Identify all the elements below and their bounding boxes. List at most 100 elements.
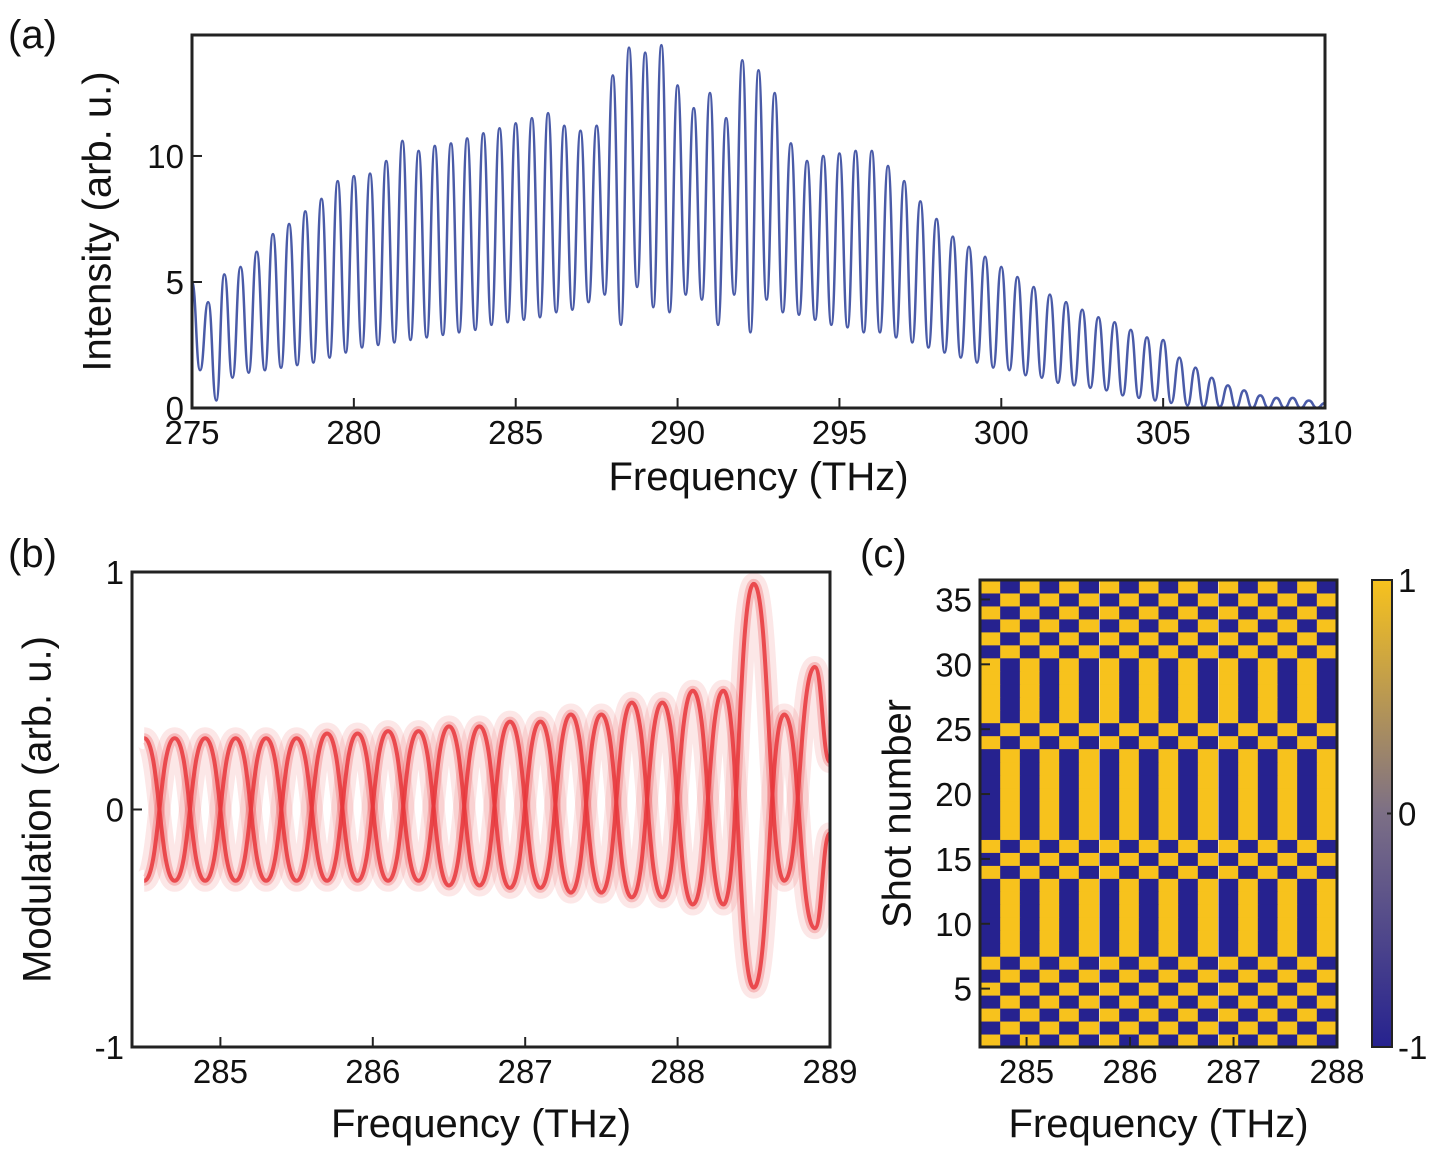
heatmap-cell: [1119, 943, 1140, 957]
heatmap-cell: [1277, 891, 1298, 905]
heatmap-cell: [1138, 1021, 1159, 1035]
x-tick-label: 285: [488, 414, 543, 451]
heatmap-cell: [1039, 878, 1060, 892]
heatmap-cell: [1257, 891, 1278, 905]
heatmap-cell: [1238, 631, 1259, 646]
heatmap-cell: [1138, 1008, 1159, 1022]
heatmap-cell: [1197, 878, 1218, 892]
heatmap-cell: [1197, 605, 1218, 620]
heatmap-cell: [1218, 580, 1239, 594]
heatmap-cell: [1059, 865, 1080, 879]
heatmap-cell: [1119, 696, 1140, 711]
heatmap-cell: [980, 813, 1001, 827]
heatmap-cell: [1119, 1021, 1140, 1035]
heatmap-cell: [1039, 930, 1060, 944]
heatmap-cell: [980, 943, 1001, 957]
heatmap-cell: [1078, 1008, 1099, 1022]
heatmap-cell: [1078, 917, 1099, 931]
heatmap-cell: [1158, 761, 1179, 776]
heatmap-cell: [1059, 787, 1080, 802]
series-line: [192, 43, 1325, 408]
heatmap-cell: [1197, 580, 1218, 594]
heatmap-cell: [1316, 618, 1337, 633]
heatmap-cell: [980, 956, 1001, 970]
heatmap-cell: [1297, 1034, 1318, 1047]
heatmap-cell: [1099, 943, 1120, 957]
heatmap-cell: [980, 631, 1001, 646]
heatmap-cell: [1178, 696, 1199, 711]
heatmap-cell: [1158, 1008, 1179, 1022]
heatmap-cell: [1000, 878, 1021, 892]
heatmap-cell: [1039, 969, 1060, 983]
heatmap-cell: [1297, 1008, 1318, 1022]
heatmap-cell: [1078, 995, 1099, 1009]
heatmap-cell: [1178, 670, 1199, 685]
heatmap-cell: [1257, 592, 1278, 607]
x-tick-label: 289: [802, 1053, 857, 1090]
heatmap-cell: [980, 1021, 1001, 1035]
heatmap-cell: [1197, 761, 1218, 776]
heatmap-cell: [1197, 826, 1218, 840]
heatmap-cell: [1039, 748, 1060, 763]
heatmap-cell: [1218, 917, 1239, 931]
heatmap-cell: [980, 683, 1001, 698]
heatmap-cell: [1158, 1034, 1179, 1047]
heatmap-cell: [1039, 580, 1060, 594]
heatmap-cell: [1119, 878, 1140, 892]
heatmap-cell: [1138, 865, 1159, 879]
heatmap-cell: [1218, 865, 1239, 879]
heatmap-cell: [1316, 800, 1337, 814]
heatmap-cell: [1078, 982, 1099, 996]
heatmap-cell: [1000, 580, 1021, 594]
heatmap-cell: [1099, 969, 1120, 983]
heatmap-cell: [1078, 657, 1099, 672]
heatmap-cell: [1277, 631, 1298, 646]
heatmap-cell: [1297, 956, 1318, 970]
heatmap-cell: [980, 787, 1001, 802]
heatmap-cell: [1039, 956, 1060, 970]
heatmap-cell: [1099, 826, 1120, 840]
heatmap-cell: [1019, 787, 1040, 802]
heatmap-cell: [1277, 917, 1298, 931]
heatmap-cell: [980, 1008, 1001, 1022]
heatmap-cell: [1099, 644, 1120, 659]
heatmap-cell: [1197, 683, 1218, 698]
x-tick-label: 305: [1136, 414, 1191, 451]
y-tick-label: 20: [935, 776, 972, 813]
heatmap-cell: [1078, 735, 1099, 750]
panel-label: (b): [8, 532, 57, 576]
heatmap-cell: [1257, 982, 1278, 996]
heatmap-cell: [1059, 709, 1080, 724]
heatmap-cell: [1019, 826, 1040, 840]
heatmap-cell: [1297, 709, 1318, 724]
heatmap-cell: [1019, 917, 1040, 931]
heatmap-cell: [1277, 878, 1298, 892]
heatmap-cell: [1257, 618, 1278, 633]
heatmap-cell: [1138, 722, 1159, 737]
heatmap-cell: [1218, 930, 1239, 944]
heatmap-cell: [1000, 1034, 1021, 1047]
heatmap-cell: [1158, 618, 1179, 633]
heatmap-cell: [1178, 683, 1199, 698]
heatmap-cell: [1238, 852, 1259, 866]
heatmap-cell: [980, 904, 1001, 918]
heatmap-cell: [1019, 592, 1040, 607]
heatmap-cell: [980, 774, 1001, 789]
heatmap-cell: [1119, 605, 1140, 620]
heatmap-cell: [1178, 748, 1199, 763]
heatmap-cell: [1257, 1021, 1278, 1035]
heatmap-cell: [1158, 683, 1179, 698]
heatmap-cell: [1019, 657, 1040, 672]
heatmap-cell: [1138, 670, 1159, 685]
heatmap-cell: [1257, 969, 1278, 983]
heatmap-cell: [1257, 1034, 1278, 1047]
heatmap-cell: [1039, 1021, 1060, 1035]
heatmap-cell: [1178, 735, 1199, 750]
heatmap-cell: [1257, 995, 1278, 1009]
heatmap-cell: [1099, 748, 1120, 763]
y-tick-label: 10: [147, 138, 184, 175]
x-tick-label: 286: [345, 1053, 400, 1090]
heatmap-cell: [1238, 813, 1259, 827]
heatmap-cell: [1078, 618, 1099, 633]
x-tick-label: 290: [650, 414, 705, 451]
